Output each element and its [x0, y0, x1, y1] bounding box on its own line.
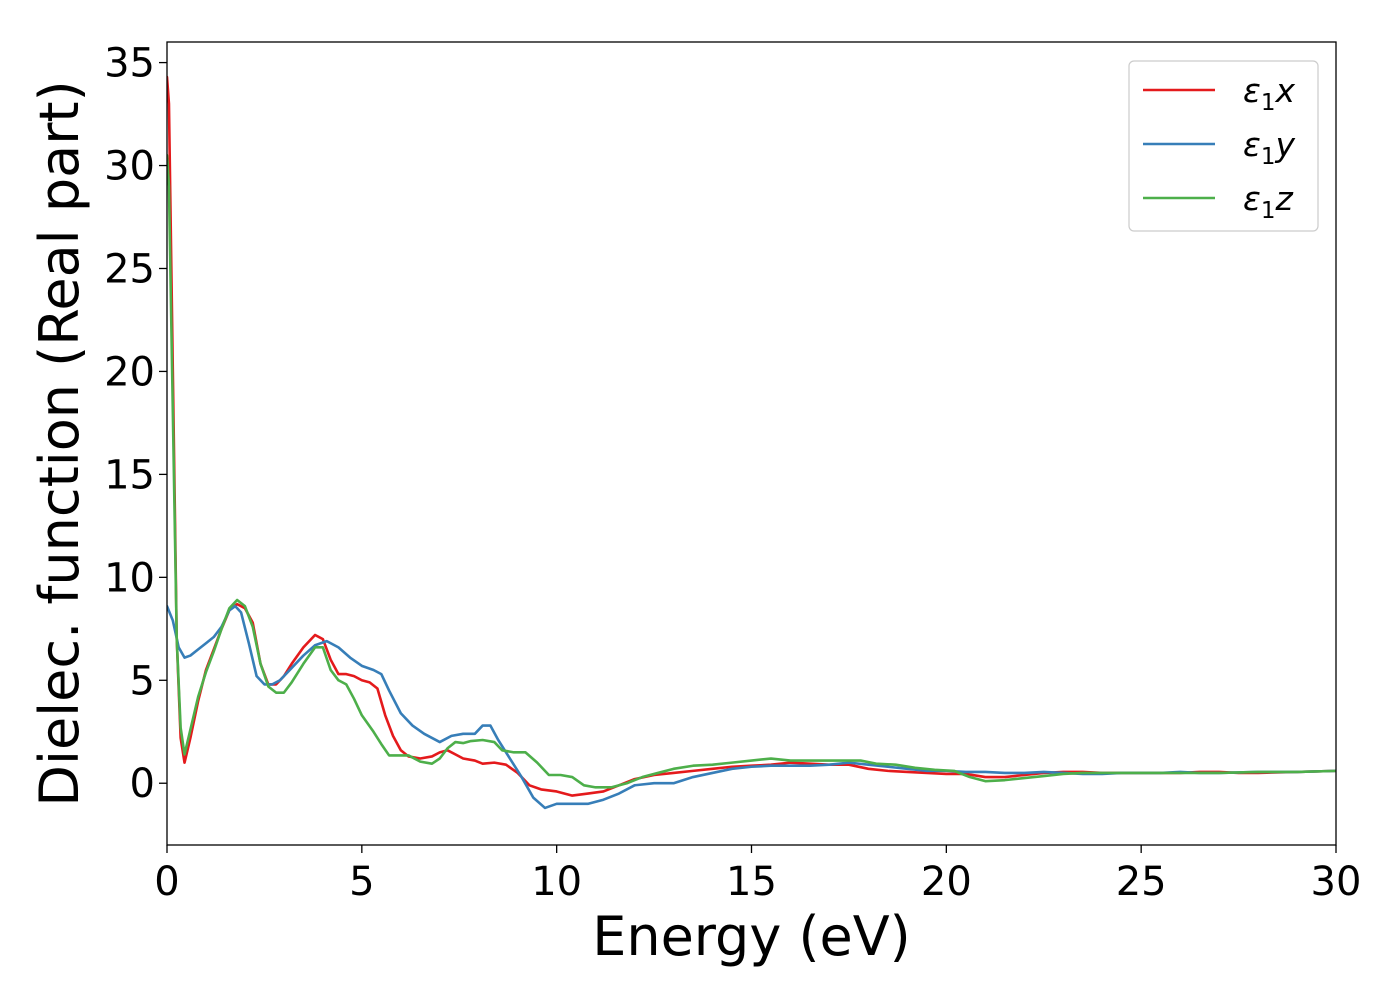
- series-layer: [167, 75, 1336, 810]
- x-tick-label: 10: [531, 859, 582, 905]
- legend-label-z: ε1z: [1243, 179, 1293, 224]
- y-tick-label: 0: [130, 761, 155, 807]
- legend: ε1x ε1y ε1z: [1128, 60, 1319, 232]
- legend-label-x: ε1x: [1243, 71, 1295, 116]
- series-line-y: [167, 604, 1336, 810]
- x-axis-title: Energy (eV): [592, 905, 911, 968]
- x-tick-label: 25: [1116, 859, 1167, 905]
- x-tick-label: 0: [154, 859, 179, 905]
- y-tick-label: 35: [104, 41, 155, 87]
- series-line-z: [167, 153, 1336, 789]
- y-tick-label: 10: [104, 555, 155, 601]
- y-tick-label: 15: [104, 452, 155, 498]
- y-axis: 0 5 10 15 20 25 30 35: [104, 41, 167, 807]
- legend-label-y: ε1y: [1243, 125, 1295, 170]
- y-axis-title: Dielec. function (Real part): [28, 80, 91, 806]
- x-axis: 0 5 10 15 20 25 30: [154, 845, 1361, 905]
- y-tick-label: 5: [130, 658, 155, 704]
- x-tick-label: 20: [921, 859, 972, 905]
- x-tick-label: 5: [349, 859, 374, 905]
- x-tick-label: 15: [726, 859, 777, 905]
- y-tick-label: 20: [104, 349, 155, 395]
- y-tick-label: 25: [104, 246, 155, 292]
- y-tick-label: 30: [104, 144, 155, 190]
- x-tick-label: 30: [1311, 859, 1362, 905]
- legend-box: [1128, 60, 1319, 232]
